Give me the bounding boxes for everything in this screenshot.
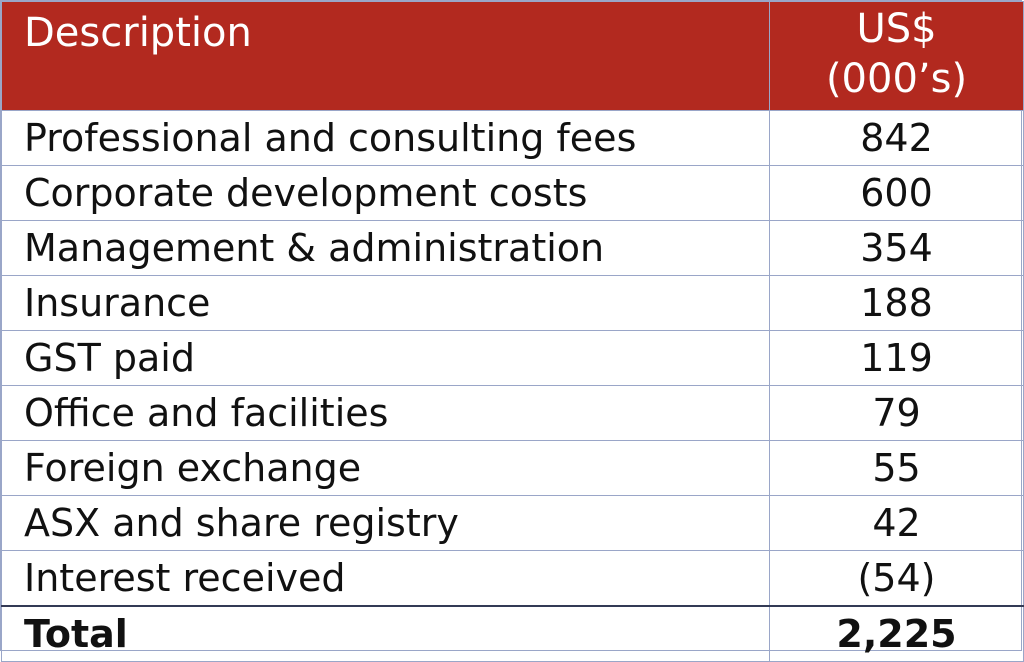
table-row: Professional and consulting fees 842: [1, 110, 1024, 166]
row-value: 842: [769, 110, 1024, 166]
row-label: Office and facilities: [1, 385, 770, 441]
row-value: (54): [769, 550, 1024, 607]
total-value: 2,225: [769, 605, 1024, 662]
row-label: Insurance: [1, 275, 770, 331]
table-header: Description US$ (000’s): [1, 1, 1024, 111]
row-value: 354: [769, 220, 1024, 276]
table-row: GST paid 119: [1, 330, 1024, 386]
row-label: Interest received: [1, 550, 770, 607]
row-value: 188: [769, 275, 1024, 331]
header-value: US$ (000’s): [769, 1, 1024, 111]
row-label: Corporate development costs: [1, 165, 770, 221]
header-row: Description US$ (000’s): [1, 1, 1024, 111]
table-row: Corporate development costs 600: [1, 165, 1024, 221]
header-value-currency: US$: [856, 6, 937, 52]
total-label: Total: [1, 605, 770, 662]
total-row: Total 2,225: [1, 605, 1024, 662]
table-row: Foreign exchange 55: [1, 440, 1024, 496]
table-row: Interest received (54): [1, 550, 1024, 607]
row-value: 600: [769, 165, 1024, 221]
row-label: ASX and share registry: [1, 495, 770, 551]
row-label: Professional and consulting fees: [1, 110, 770, 166]
row-label: Foreign exchange: [1, 440, 770, 496]
row-value: 119: [769, 330, 1024, 386]
row-label: Management & administration: [1, 220, 770, 276]
row-value: 42: [769, 495, 1024, 551]
table-row: Office and facilities 79: [1, 385, 1024, 441]
row-value: 79: [769, 385, 1024, 441]
table-body: Professional and consulting fees 842 Cor…: [1, 110, 1024, 662]
header-value-unit: (000’s): [825, 56, 968, 102]
table-row: Insurance 188: [1, 275, 1024, 331]
table-row: Management & administration 354: [1, 220, 1024, 276]
row-value: 55: [769, 440, 1024, 496]
table-row: ASX and share registry 42: [1, 495, 1024, 551]
row-label: GST paid: [1, 330, 770, 386]
header-description: Description: [1, 1, 770, 111]
